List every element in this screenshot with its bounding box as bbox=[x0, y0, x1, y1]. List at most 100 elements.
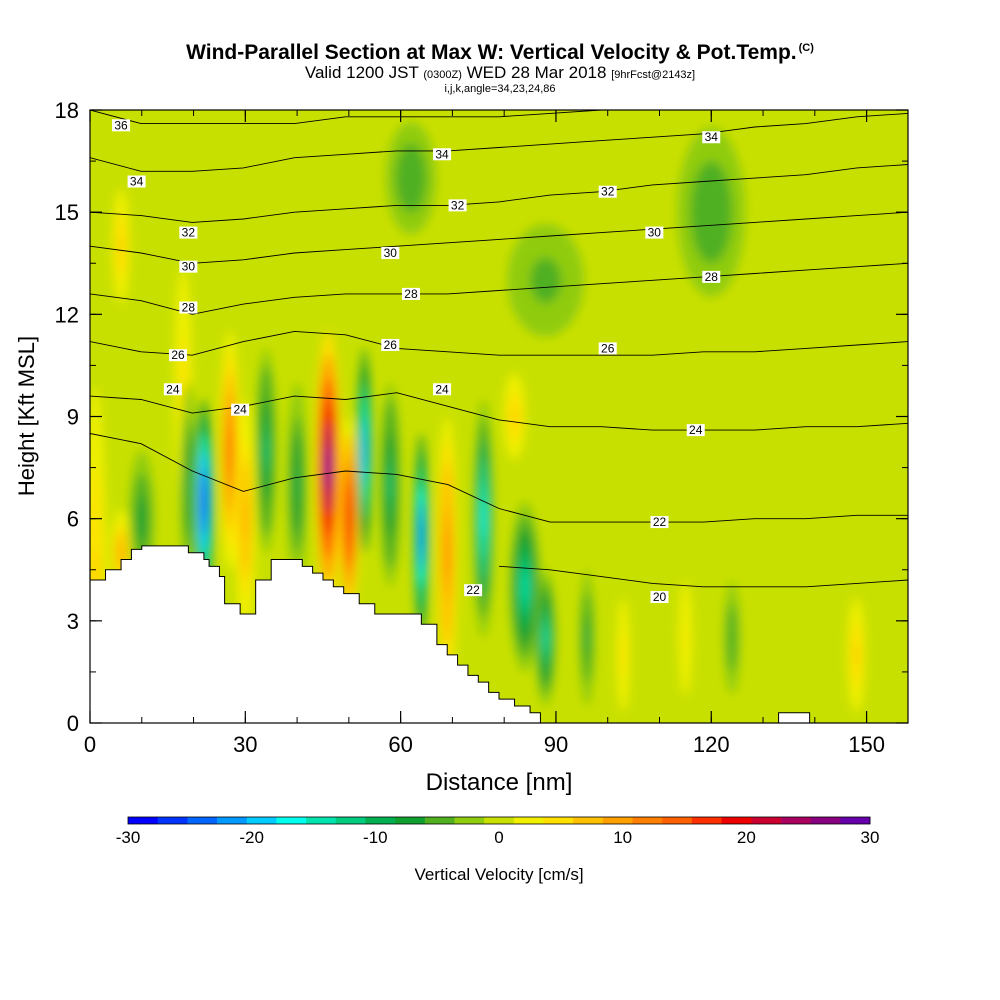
contour-label-group: 22 bbox=[464, 583, 483, 597]
contour-label-group: 30 bbox=[179, 260, 198, 274]
contour-label: 24 bbox=[435, 382, 449, 396]
velocity-cell bbox=[325, 444, 331, 491]
contour-label-box bbox=[650, 590, 669, 603]
colorbar-swatch bbox=[128, 817, 159, 824]
x-tick-label: 30 bbox=[233, 732, 257, 757]
terrain bbox=[90, 545, 908, 723]
velocity-cell bbox=[363, 433, 366, 468]
velocity-cell bbox=[585, 626, 589, 650]
colorbar-label: Vertical Velocity [cm/s] bbox=[414, 865, 583, 884]
colorbar-swatch bbox=[721, 817, 752, 824]
contour-label-box bbox=[179, 226, 198, 239]
contour-label-group: 26 bbox=[169, 348, 188, 362]
colorbar-swatch bbox=[306, 817, 337, 824]
contour-label: 24 bbox=[689, 423, 703, 437]
contour-label: 30 bbox=[182, 260, 196, 274]
colorbar-tick-label: 10 bbox=[613, 828, 632, 847]
contour-label: 28 bbox=[404, 287, 418, 301]
x-axis: 0 30 60 90 120 150 Distance [nm] bbox=[84, 110, 885, 796]
colorbar-swatch bbox=[335, 817, 366, 824]
chart-title-block: Wind-Parallel Section at Max W: Vertical… bbox=[0, 36, 1000, 95]
theta-contour-32 bbox=[90, 164, 908, 223]
colorbar-swatch bbox=[751, 817, 782, 824]
theta-contours bbox=[90, 110, 908, 588]
colorbar-swatch bbox=[187, 817, 218, 824]
contour-label-box bbox=[112, 119, 131, 132]
x-tick-label: 0 bbox=[84, 732, 96, 757]
velocity-cell bbox=[202, 484, 206, 519]
velocity-cell bbox=[264, 433, 268, 468]
theta-contour-36 bbox=[90, 110, 908, 125]
y-tick-label: 15 bbox=[55, 200, 79, 225]
colorbar-swatch bbox=[395, 817, 426, 824]
velocity-cell bbox=[684, 626, 687, 650]
contour-label-group: 36 bbox=[112, 118, 131, 132]
colorbar-swatch bbox=[513, 817, 544, 824]
x-axis-label: Distance [nm] bbox=[426, 769, 573, 796]
contour-label-group: 34 bbox=[702, 130, 721, 144]
y-tick-label: 3 bbox=[67, 609, 79, 634]
colorbar-tick-label: -10 bbox=[363, 828, 388, 847]
contour-label-box bbox=[686, 424, 705, 437]
contour-label-group: 26 bbox=[598, 341, 617, 355]
colorbar-swatch bbox=[632, 817, 663, 824]
contour-label-group: 34 bbox=[433, 147, 452, 161]
velocity-cell bbox=[295, 467, 299, 502]
colorbar-swatch bbox=[840, 817, 871, 824]
colorbar-swatch bbox=[543, 817, 574, 824]
contour-label-box bbox=[163, 383, 182, 396]
velocity-cell bbox=[119, 545, 123, 560]
contour-label-box bbox=[702, 270, 721, 283]
contour-label-box bbox=[598, 342, 617, 355]
contour-label: 36 bbox=[114, 118, 128, 132]
colorbar-swatch bbox=[484, 817, 515, 824]
forecast-info: [9hrFcst@2143z] bbox=[611, 69, 696, 81]
colorbar-swatch bbox=[365, 817, 396, 824]
contour-label-group: 28 bbox=[179, 301, 198, 315]
velocity-cell bbox=[522, 572, 528, 601]
contour-label: 20 bbox=[653, 590, 667, 604]
theta-contour-30 bbox=[90, 211, 908, 264]
contour-label: 26 bbox=[384, 338, 398, 352]
contour-label-group: 30 bbox=[381, 246, 400, 260]
theta-contour-22 bbox=[90, 433, 908, 523]
colorbar-swatch bbox=[780, 817, 812, 824]
contour-label-box bbox=[381, 247, 400, 260]
colorbar-swatch bbox=[157, 817, 188, 824]
velocity-cell bbox=[139, 507, 144, 531]
contour-label-group: 26 bbox=[381, 338, 400, 352]
terrain-profile bbox=[90, 545, 908, 723]
colorbar-swatch bbox=[573, 817, 604, 824]
theta-contour-34 bbox=[90, 112, 908, 172]
contour-label-box bbox=[127, 175, 146, 188]
colorbar-swatch bbox=[602, 817, 633, 824]
contour-label: 28 bbox=[705, 270, 719, 284]
valid-time: Valid 1200 JST bbox=[304, 63, 419, 82]
contour-label-group: 24 bbox=[433, 382, 452, 396]
y-tick-label: 6 bbox=[67, 507, 79, 532]
contour-label-box bbox=[179, 260, 198, 273]
colorbar-tick-label: 30 bbox=[861, 828, 880, 847]
theta-contour-26 bbox=[90, 330, 908, 356]
x-tick-label: 90 bbox=[544, 732, 568, 757]
chart-title: Wind-Parallel Section at Max W: Vertical… bbox=[0, 36, 1000, 65]
contour-label: 24 bbox=[166, 382, 180, 396]
velocity-cell bbox=[420, 518, 423, 553]
contour-label-box bbox=[645, 226, 664, 239]
contour-label-group: 24 bbox=[686, 423, 705, 437]
valid-zulu: (0300Z) bbox=[423, 69, 462, 81]
contour-label-box bbox=[464, 584, 483, 597]
theta-contour-20 bbox=[498, 565, 908, 588]
contour-label: 34 bbox=[130, 175, 144, 189]
colorbar-swatch bbox=[662, 817, 693, 824]
chart-title-main: Wind-Parallel Section at Max W: Vertical… bbox=[186, 41, 797, 64]
contour-label-group: 30 bbox=[645, 226, 664, 240]
contour-label-box bbox=[433, 148, 452, 161]
contour-label-group: 32 bbox=[598, 185, 617, 199]
velocity-cell bbox=[388, 467, 393, 502]
chart-title-mark: (C) bbox=[798, 42, 814, 54]
colorbar: -30 -20 -10 0 10 20 30 Vertical Velocity [cm/s] bbox=[116, 816, 880, 884]
colorbar-swatch bbox=[454, 817, 485, 824]
contour-label: 26 bbox=[601, 341, 615, 355]
